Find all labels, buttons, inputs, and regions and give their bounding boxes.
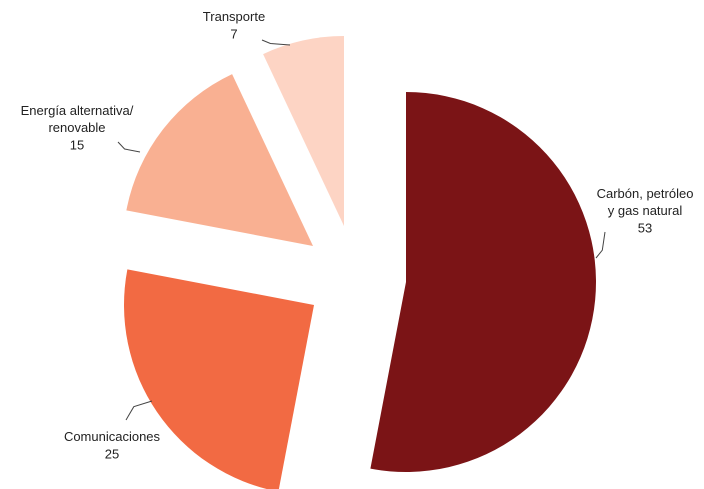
leader-line	[125, 400, 153, 421]
value-label: 15	[70, 137, 84, 152]
label-line: Transporte	[203, 9, 265, 24]
label-line: renovable	[48, 120, 105, 135]
value-label: 7	[230, 26, 237, 41]
leader-line	[117, 141, 141, 153]
slice-label: Carbón, petróleo y gas natural	[597, 186, 694, 218]
pie-slice	[124, 269, 314, 489]
leader-line	[595, 231, 606, 259]
label-line: Energía alternativa/	[21, 103, 134, 118]
pie-slice	[263, 36, 344, 226]
label-line: Carbón, petróleo	[597, 186, 694, 201]
slice-label: Energía alternativa/renovable	[21, 103, 134, 135]
value-label: 25	[105, 446, 119, 461]
label-line: y gas natural	[608, 203, 683, 218]
value-label: 53	[638, 220, 652, 235]
pie-slice	[370, 92, 596, 472]
slice-label: Transporte	[203, 9, 265, 24]
label-line: Comunicaciones	[64, 429, 161, 444]
slice-label: Comunicaciones	[64, 429, 161, 444]
leader-line	[261, 39, 291, 46]
pie-slice	[126, 74, 314, 247]
